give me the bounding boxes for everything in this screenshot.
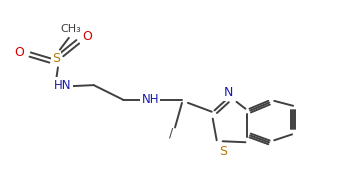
Text: S: S [218, 145, 227, 158]
Text: O: O [82, 30, 92, 43]
Text: NH: NH [141, 93, 159, 106]
Text: CH₃: CH₃ [60, 24, 81, 34]
Text: /: / [169, 127, 173, 140]
Text: HN: HN [54, 79, 72, 92]
Text: S: S [52, 52, 60, 65]
Text: N: N [224, 87, 233, 100]
Text: O: O [14, 46, 24, 59]
